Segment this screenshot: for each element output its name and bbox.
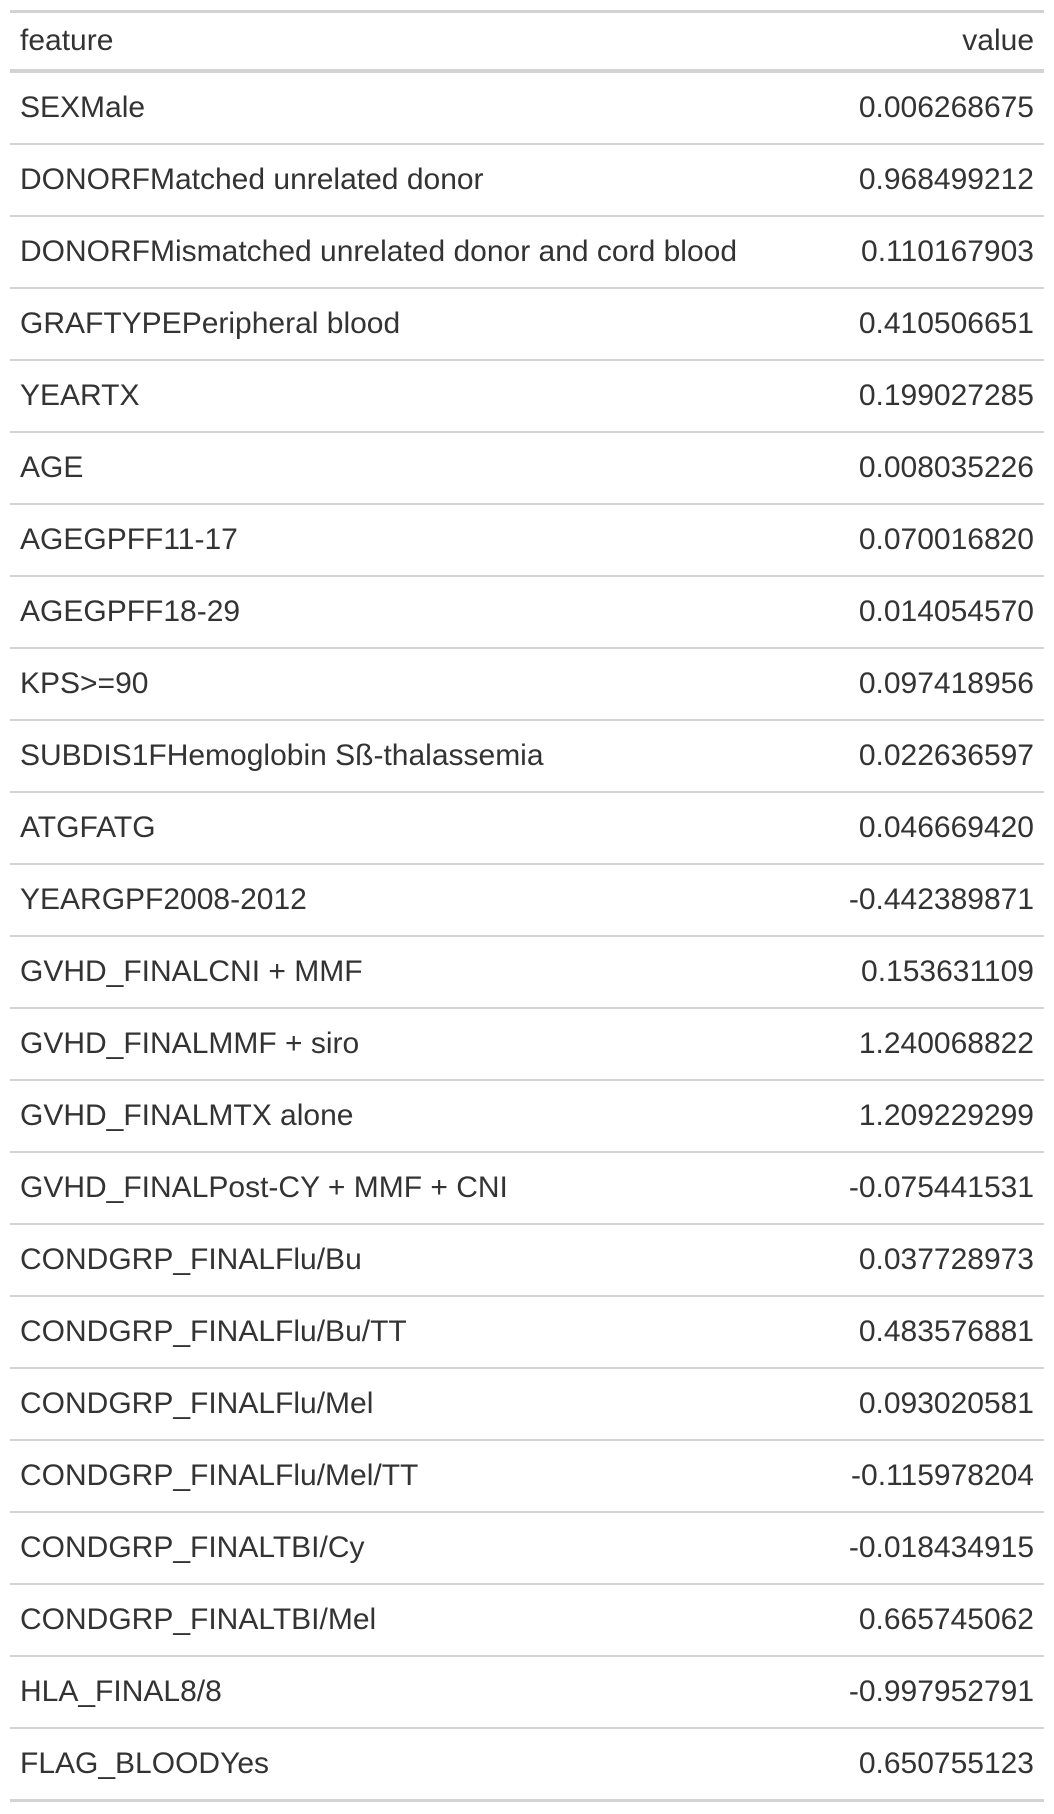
table-row: AGE 0.008035226 bbox=[10, 431, 1044, 504]
value-cell: 1.240068822 bbox=[818, 1007, 1044, 1080]
value-cell: -0.115978204 bbox=[818, 1439, 1044, 1512]
table-row: FLAG_BLOODYes 0.650755123 bbox=[10, 1727, 1044, 1801]
value-cell: 0.199027285 bbox=[818, 359, 1044, 432]
table-row: CONDGRP_FINALFlu/Mel 0.093020581 bbox=[10, 1367, 1044, 1440]
feature-cell: KPS>=90 bbox=[10, 647, 819, 720]
value-cell: 0.110167903 bbox=[818, 215, 1044, 288]
table-row: GVHD_FINALMMF + siro 1.240068822 bbox=[10, 1007, 1044, 1080]
value-cell: 0.093020581 bbox=[818, 1367, 1044, 1440]
value-cell: 0.410506651 bbox=[818, 287, 1044, 360]
table-row: DONORFMismatched unrelated donor and cor… bbox=[10, 215, 1044, 288]
feature-cell: CONDGRP_FINALFlu/Mel bbox=[10, 1367, 819, 1440]
table-row: YEARTX 0.199027285 bbox=[10, 359, 1044, 432]
table-row: GVHD_FINALMTX alone 1.209229299 bbox=[10, 1079, 1044, 1152]
feature-cell: YEARGPF2008-2012 bbox=[10, 863, 819, 936]
value-column-header: value bbox=[818, 11, 1044, 73]
feature-value-table: feature value SEXMale 0.006268675 DONORFM… bbox=[10, 10, 1044, 1802]
value-cell: -0.997952791 bbox=[818, 1655, 1044, 1728]
feature-cell: GVHD_FINALMTX alone bbox=[10, 1079, 819, 1152]
feature-value-table-container: feature value SEXMale 0.006268675 DONORFM… bbox=[10, 10, 1044, 1802]
table-row: CONDGRP_FINALTBI/Cy -0.018434915 bbox=[10, 1511, 1044, 1584]
value-cell: 0.037728973 bbox=[818, 1223, 1044, 1296]
feature-cell: CONDGRP_FINALTBI/Cy bbox=[10, 1511, 819, 1584]
value-cell: 0.650755123 bbox=[818, 1727, 1044, 1801]
feature-cell: SEXMale bbox=[20, 91, 146, 124]
table-body: SEXMale 0.006268675 DONORFMatched unrelat… bbox=[10, 71, 1044, 1801]
table-row: SUBDIS1FHemoglobin Sß-thalassemia 0.02263… bbox=[10, 719, 1044, 792]
table-row: YEARGPF2008-2012 -0.442389871 bbox=[10, 863, 1044, 936]
value-cell: 0.483576881 bbox=[818, 1295, 1044, 1368]
table-row: DONORFMatched unrelated donor 0.968499212 bbox=[10, 143, 1044, 216]
feature-cell: YEARTX bbox=[10, 359, 819, 432]
header-row: feature value bbox=[10, 11, 1044, 73]
feature-cell: HLA_FINAL8/8 bbox=[10, 1655, 819, 1728]
feature-cell: ATGFATG bbox=[10, 791, 819, 864]
value-cell: 0.097418956 bbox=[818, 647, 1044, 720]
feature-cell: SUBDIS1FHemoglobin Sß-thalassemia bbox=[10, 719, 819, 792]
feature-cell: CONDGRP_FINALTBI/Mel bbox=[10, 1583, 819, 1656]
value-cell: -0.018434915 bbox=[818, 1511, 1044, 1584]
table-row: CONDGRP_FINALFlu/Bu 0.037728973 bbox=[10, 1223, 1044, 1296]
feature-cell: CONDGRP_FINALFlu/Bu/TT bbox=[10, 1295, 819, 1368]
value-cell: 0.153631109 bbox=[818, 935, 1044, 1008]
feature-cell: GVHD_FINALCNI + MMF bbox=[10, 935, 819, 1008]
table-row: CONDGRP_FINALTBI/Mel 0.665745062 bbox=[10, 1583, 1044, 1656]
table-header: feature value bbox=[10, 11, 1044, 73]
feature-cell: CONDGRP_FINALFlu/Mel/TT bbox=[10, 1439, 819, 1512]
feature-cell: AGEGPFF11-17 bbox=[10, 503, 819, 576]
table-row: CONDGRP_FINALFlu/Mel/TT -0.115978204 bbox=[10, 1439, 1044, 1512]
value-cell: 1.209229299 bbox=[818, 1079, 1044, 1152]
value-cell: 0.006268675 bbox=[858, 91, 1034, 124]
table-row: GRAFTYPEPeripheral blood 0.410506651 bbox=[10, 287, 1044, 360]
table-row: GVHD_FINALCNI + MMF 0.153631109 bbox=[10, 935, 1044, 1008]
feature-cell: GRAFTYPEPeripheral blood bbox=[10, 287, 819, 360]
feature-cell: AGEGPFF18-29 bbox=[10, 575, 819, 648]
value-cell: -0.075441531 bbox=[818, 1151, 1044, 1224]
table-row: AGEGPFF11-17 0.070016820 bbox=[10, 503, 1044, 576]
value-cell: 0.968499212 bbox=[818, 143, 1044, 216]
value-cell: 0.022636597 bbox=[818, 719, 1044, 792]
feature-cell: FLAG_BLOODYes bbox=[10, 1727, 819, 1801]
feature-column-header: feature bbox=[10, 11, 819, 73]
table-row: GVHD_FINALPost-CY + MMF + CNI -0.07544153… bbox=[10, 1151, 1044, 1224]
feature-cell: GVHD_FINALMMF + siro bbox=[10, 1007, 819, 1080]
value-cell: 0.070016820 bbox=[818, 503, 1044, 576]
feature-cell: AGE bbox=[10, 431, 819, 504]
value-cell: 0.046669420 bbox=[818, 791, 1044, 864]
table-row: HLA_FINAL8/8 -0.997952791 bbox=[10, 1655, 1044, 1728]
value-cell: 0.665745062 bbox=[818, 1583, 1044, 1656]
value-cell: 0.014054570 bbox=[818, 575, 1044, 648]
value-cell: 0.008035226 bbox=[818, 431, 1044, 504]
feature-cell: DONORFMismatched unrelated donor and cor… bbox=[10, 215, 819, 288]
table-row: SEXMale 0.006268675 bbox=[10, 71, 1044, 144]
table-row: CONDGRP_FINALFlu/Bu/TT 0.483576881 bbox=[10, 1295, 1044, 1368]
feature-cell: DONORFMatched unrelated donor bbox=[10, 143, 819, 216]
feature-cell: CONDGRP_FINALFlu/Bu bbox=[10, 1223, 819, 1296]
value-cell: -0.442389871 bbox=[818, 863, 1044, 936]
feature-cell: GVHD_FINALPost-CY + MMF + CNI bbox=[10, 1151, 819, 1224]
table-row: AGEGPFF18-29 0.014054570 bbox=[10, 575, 1044, 648]
table-row: ATGFATG 0.046669420 bbox=[10, 791, 1044, 864]
table-row: KPS>=90 0.097418956 bbox=[10, 647, 1044, 720]
